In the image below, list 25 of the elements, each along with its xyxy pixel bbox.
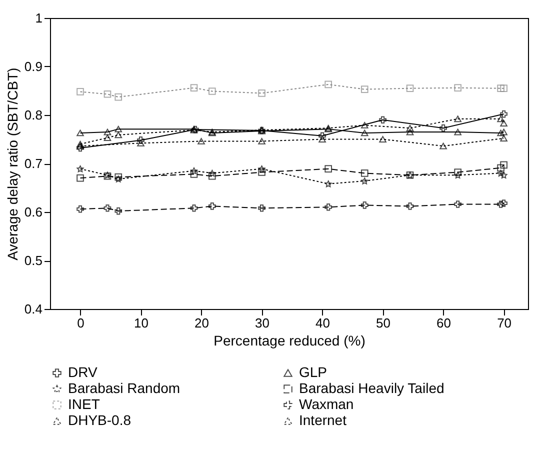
legend-label: DHYB-0.8 [68,412,132,428]
x-tick-label: 40 [316,316,330,330]
x-tick-label: 50 [376,316,391,330]
legend-label: Barabasi Heavily Tailed [299,380,444,396]
y-tick-label: 0.9 [24,59,42,74]
legend-label: Internet [299,412,347,428]
y-tick-label: 1 [35,10,42,26]
y-tick-label: 0.6 [24,204,42,220]
legend-label: Barabasi Random [68,380,180,396]
x-tick-label: 10 [134,316,148,330]
y-tick-label: 0.7 [24,156,42,171]
legend-label: Waxman [299,396,354,412]
y-tick-label: 0.5 [24,253,42,268]
y-axis-title: Average delay ratio (SBT/CBT) [4,68,20,260]
legend-label: GLP [299,364,328,380]
y-tick-label: 0.8 [24,108,42,122]
x-tick-label: 0 [77,316,84,330]
x-tick-label: 30 [255,316,270,330]
legend-label: DRV [68,364,98,380]
y-tick-label: 0.4 [24,302,42,316]
x-tick-label: 60 [436,316,452,330]
x-tick-label: 20 [194,316,209,330]
legend-label: INET [68,396,100,412]
x-tick-label: 70 [497,316,512,330]
x-axis-title: Percentage reduced (%) [214,332,366,348]
